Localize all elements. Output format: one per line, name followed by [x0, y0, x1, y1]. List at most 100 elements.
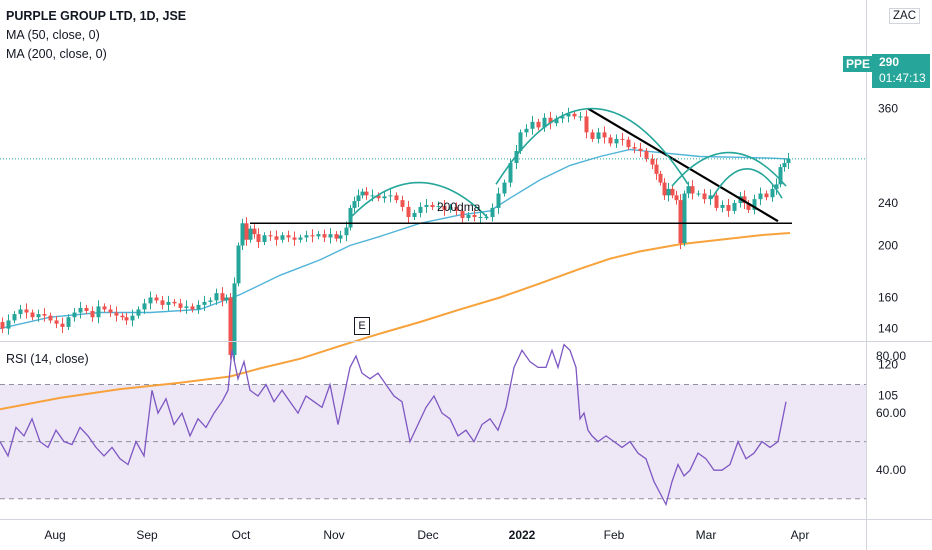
candle-body: [220, 293, 225, 301]
candle-body: [224, 297, 229, 301]
chart-title: PURPLE GROUP LTD, 1D, JSE: [6, 9, 187, 23]
candle-body: [124, 317, 129, 321]
candle-body: [466, 214, 471, 219]
candle-body: [292, 237, 297, 240]
candle-body: [714, 195, 719, 208]
candle-body: [584, 116, 589, 133]
candle-body: [670, 188, 675, 196]
price-tick-label: 120: [878, 358, 898, 372]
cup-arc: [711, 168, 783, 199]
candle-body: [430, 204, 435, 207]
candle-body: [90, 310, 95, 318]
candle-body: [770, 188, 775, 198]
candle-body: [178, 303, 183, 308]
candle-body: [406, 206, 411, 218]
candle-body: [632, 147, 637, 149]
rsi-axis: 40.00 60.00 80.00: [876, 349, 906, 477]
candle-body: [108, 309, 113, 313]
candle-body: [614, 138, 619, 144]
candle-body: [608, 137, 613, 144]
candle-body: [764, 193, 769, 198]
candle-body: [78, 307, 83, 313]
candle-body: [36, 314, 41, 318]
dma-annotation: 200dma: [437, 200, 481, 214]
time-tick-label: Mar: [696, 528, 717, 542]
candle-body: [650, 158, 655, 165]
candle-body: [424, 204, 429, 207]
candle-body: [778, 167, 783, 185]
candle-body: [620, 138, 625, 140]
candle-body: [120, 315, 125, 318]
candle-body: [572, 113, 577, 117]
candle-body: [142, 303, 147, 310]
rsi-line: [0, 343, 787, 507]
price-axis: 105 120 140 160 200 240 360: [878, 102, 898, 403]
time-tick-label: Feb: [604, 528, 625, 542]
time-tick-label: Aug: [44, 528, 65, 542]
candle-body: [208, 300, 213, 302]
candle-body: [154, 297, 159, 301]
candle-body: [54, 320, 59, 324]
candle-body: [72, 312, 77, 318]
candle-body: [442, 205, 447, 210]
currency-label[interactable]: ZAC: [889, 8, 920, 24]
candle-body: [376, 195, 381, 199]
candle-body: [746, 203, 751, 210]
candle-body: [658, 173, 663, 183]
candle-body: [60, 323, 65, 327]
candle-body: [752, 199, 757, 210]
candle-body: [172, 301, 177, 304]
candle-body: [286, 235, 291, 238]
candle-body: [338, 235, 343, 239]
price-tick-label: 140: [878, 322, 898, 336]
candle-body: [758, 193, 763, 200]
candle-body: [166, 301, 171, 305]
candle-body: [478, 217, 483, 219]
candle-body: [662, 182, 667, 196]
candle-body: [542, 117, 547, 128]
candle-body: [490, 207, 495, 218]
candle-body: [244, 223, 249, 240]
candle-body: [262, 235, 267, 243]
cup-arc: [349, 181, 489, 219]
candle-body: [742, 196, 747, 204]
candle-body: [518, 132, 523, 152]
candle-body: [30, 312, 35, 318]
candle-body: [394, 195, 399, 201]
price-tick-label: 105: [878, 389, 898, 403]
trend-line: [587, 107, 779, 223]
candle-body: [388, 195, 393, 197]
candle-body: [732, 203, 737, 211]
candle-body: [590, 132, 595, 139]
candle-body: [298, 237, 303, 240]
rsi-path: [0, 343, 787, 507]
candle-body: [280, 235, 285, 240]
ma200-legend[interactable]: MA (200, close, 0): [6, 47, 107, 61]
ma50-legend[interactable]: MA (50, close, 0): [6, 28, 100, 42]
candle-body: [274, 236, 279, 240]
candle-body: [418, 206, 423, 213]
candle-body: [310, 235, 315, 237]
candle-body: [328, 234, 333, 238]
candle-body: [256, 234, 261, 243]
candle-body: [236, 245, 241, 284]
candle-body: [508, 162, 513, 183]
ma50-path: [0, 148, 789, 330]
candle-body: [228, 297, 233, 356]
candle-body: [548, 117, 553, 124]
time-tick-label: Oct: [232, 528, 251, 542]
candle-body: [678, 200, 683, 244]
candle-body: [412, 212, 417, 218]
price-value: 290: [879, 55, 900, 69]
earnings-marker[interactable]: E: [354, 317, 370, 335]
rsi-legend[interactable]: RSI (14, close): [6, 352, 89, 366]
rsi-tick-label: 60.00: [876, 406, 906, 420]
candle-body: [356, 195, 361, 202]
candle-body: [720, 204, 725, 208]
candle-body: [352, 201, 357, 208]
candle-body: [696, 193, 701, 195]
candle-body: [690, 186, 695, 194]
cup-arc: [671, 151, 787, 187]
